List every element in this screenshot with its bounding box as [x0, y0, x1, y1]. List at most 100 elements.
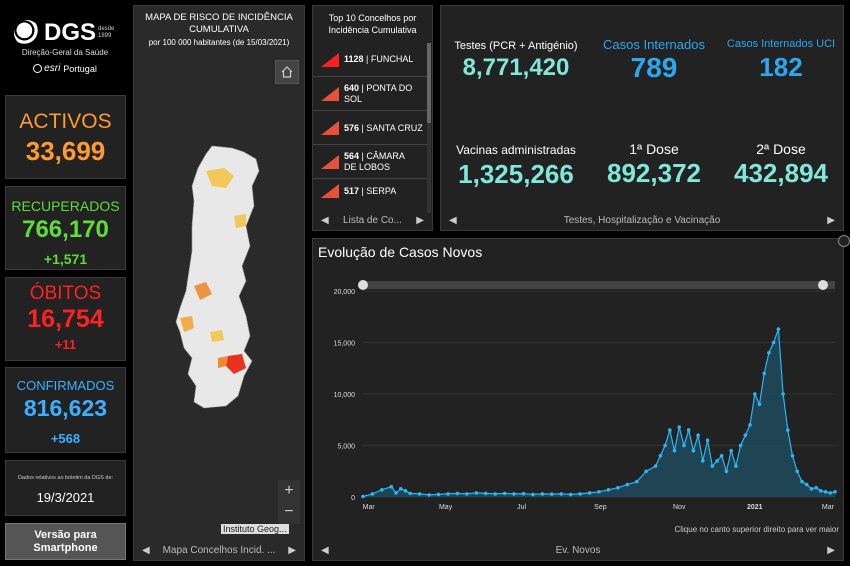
list-item[interactable]: 517 | SERPA	[313, 179, 429, 203]
list-item[interactable]: 576 | SANTA CRUZ	[313, 111, 429, 145]
tests-next-icon[interactable]: ▶	[827, 214, 835, 226]
incidence-triangle-icon	[321, 154, 339, 169]
data-point	[512, 492, 516, 496]
obitos-label: ÓBITOS	[29, 283, 102, 304]
activos-label: ACTIVOS	[19, 110, 112, 133]
data-point	[616, 485, 620, 490]
top10-title: Top 10 Concelhos por Incidência Cumulati…	[328, 13, 417, 35]
zoom-in-button[interactable]: +	[278, 480, 300, 502]
data-point	[474, 491, 479, 495]
evolution-chart[interactable]: 0 5,000 10,000 15,000 20,000 Mar May Jul Sep Nov 2…	[313, 239, 845, 529]
top10-value: 576	[344, 122, 360, 133]
data-point	[734, 464, 738, 468]
data-point	[559, 492, 563, 496]
map-subtitle: por 100 000 habitantes (de 15/03/2021)	[148, 38, 290, 47]
map-panel: MAPA DE RISCO DE INCIDÊNCIA CUMULATIVA p…	[133, 5, 305, 561]
obitos-delta: +11	[54, 337, 77, 352]
top10-prev-icon[interactable]: ◀	[321, 214, 329, 226]
tests-nav-label: Testes, Hospitalização e Vacinação	[563, 214, 721, 226]
data-point	[729, 448, 733, 453]
evolution-prev-icon[interactable]: ◀	[321, 544, 329, 556]
data-point	[809, 487, 814, 491]
data-point	[786, 428, 790, 432]
data-point	[776, 327, 781, 331]
data-point	[625, 482, 630, 487]
vacinas-value: 1,325,266	[458, 159, 574, 189]
smartphone-button[interactable]: Versão para Smartphone	[5, 523, 126, 560]
obitos-value: 16,754	[27, 305, 104, 333]
top10-nav-bar: ◀ Lista de Co... ▶	[313, 210, 432, 230]
uci-label: Casos Internados UCI	[726, 38, 836, 50]
map-next-icon[interactable]: ▶	[288, 544, 296, 556]
x-tick-label: May	[439, 504, 453, 511]
data-point	[738, 443, 743, 448]
x-tick-label: Mar	[822, 504, 835, 511]
data-point	[724, 469, 729, 474]
data-point	[668, 428, 672, 432]
data-point	[767, 351, 771, 355]
top10-next-icon[interactable]: ▶	[416, 214, 424, 226]
region-yellow-2	[210, 330, 224, 342]
tests-prev-icon[interactable]: ◀	[449, 214, 457, 226]
activos-panel: ACTIVOS 33,699	[5, 95, 126, 179]
data-point	[417, 492, 422, 496]
list-item[interactable]: 1128 | FUNCHAL	[313, 43, 429, 77]
data-point	[781, 392, 785, 396]
data-point	[757, 402, 762, 407]
top10-name: CÂMARA DE LOBOS	[344, 150, 405, 172]
x-tick-label: Nov	[673, 504, 686, 511]
dgs-since: desde 1899	[98, 26, 115, 39]
data-point	[800, 479, 804, 484]
top10-name: PONTA DO SOL	[344, 82, 413, 104]
expand-icon[interactable]	[838, 235, 850, 247]
esri-globe-icon	[33, 64, 43, 73]
data-point	[403, 489, 408, 493]
data-point	[653, 464, 658, 468]
region-yellow-1	[234, 214, 246, 228]
data-point	[606, 488, 611, 492]
data-point	[677, 425, 681, 429]
home-icon	[281, 66, 293, 78]
zoom-out-button[interactable]: −	[278, 502, 300, 524]
tests-nav-bar: ◀ Testes, Hospitalização e Vacinação ▶	[441, 210, 843, 230]
uci-value: 182	[759, 52, 803, 82]
data-point	[753, 392, 757, 396]
home-button[interactable]	[275, 60, 299, 84]
data-point	[696, 433, 700, 437]
data-point	[436, 492, 441, 497]
dose1-label: 1ª Dose	[629, 141, 679, 157]
evolution-title: Evolução de Casos Novos	[318, 244, 483, 260]
portugal-shape	[175, 145, 260, 409]
data-point	[361, 494, 365, 499]
vacinas-label: Vacinas administradas	[456, 143, 576, 157]
top10-nav-label: Lista de Co...	[343, 214, 402, 226]
data-point	[686, 428, 691, 432]
data-point	[790, 454, 795, 458]
map-nav-label: Mapa Concelhos Incid. ...	[162, 544, 276, 556]
list-item[interactable]: 640 | PONTA DO SOL	[313, 77, 429, 111]
recuperados-value: 766,170	[22, 216, 109, 243]
evolution-next-icon[interactable]: ▶	[827, 544, 835, 556]
confirmados-panel: CONFIRMADOS 816,623 +568	[5, 367, 126, 453]
portugal-map[interactable]	[134, 96, 306, 526]
esri-logo: esri	[44, 63, 61, 74]
map-prev-icon[interactable]: ◀	[142, 544, 150, 556]
region-center-orange	[194, 282, 212, 300]
x-tick-label: Mar	[363, 504, 376, 511]
recuperados-delta: +1,571	[43, 251, 88, 267]
data-point	[663, 443, 667, 448]
top10-name: SANTA CRUZ	[366, 122, 423, 133]
data-point	[762, 371, 766, 376]
top10-value: 1128	[344, 54, 364, 64]
list-item[interactable]: 564 | CÂMARA DE LOBOS	[313, 145, 429, 179]
region-serpa-red	[226, 354, 246, 374]
data-point	[483, 491, 488, 496]
report-date: 19/3/2021	[36, 490, 95, 505]
obitos-panel: ÓBITOS 16,754 +11	[5, 277, 126, 361]
top10-scrollbar[interactable]	[427, 43, 431, 213]
dgs-logo-icon	[13, 20, 40, 46]
evolution-nav-bar: ◀ Ev. Novos ▶	[313, 540, 843, 560]
data-point	[819, 489, 823, 493]
top10-panel: Top 10 Concelhos por Incidência Cumulati…	[312, 5, 433, 231]
incidence-triangle-icon	[321, 120, 339, 135]
